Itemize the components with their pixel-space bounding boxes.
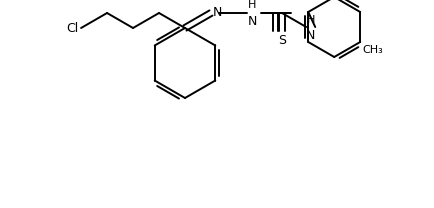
Text: N: N bbox=[213, 5, 222, 19]
Text: H: H bbox=[248, 0, 256, 10]
Text: H: H bbox=[307, 15, 316, 25]
Text: N: N bbox=[248, 15, 257, 28]
Text: N: N bbox=[306, 29, 316, 42]
Text: Cl: Cl bbox=[66, 21, 78, 35]
Text: S: S bbox=[278, 34, 286, 47]
Text: CH₃: CH₃ bbox=[362, 45, 383, 55]
